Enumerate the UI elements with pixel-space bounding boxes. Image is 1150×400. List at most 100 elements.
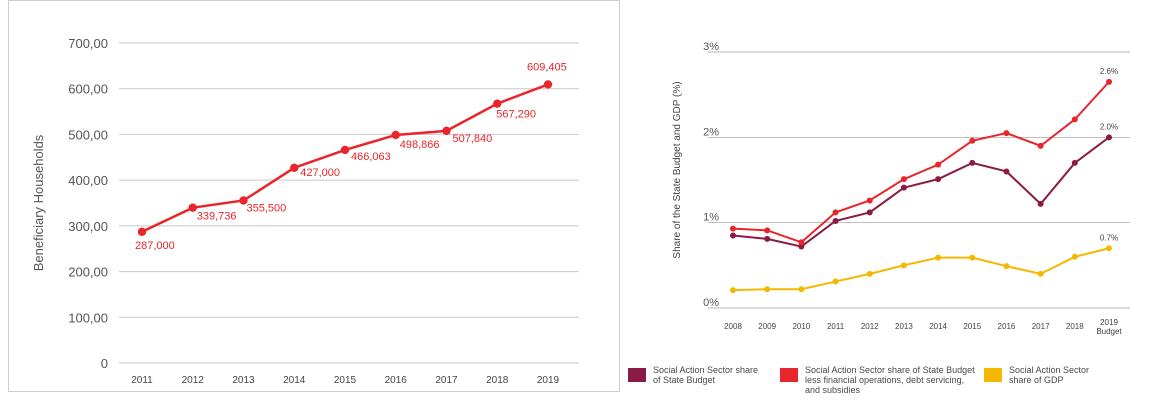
- chart2-xtick-label: 2014: [929, 322, 947, 331]
- chart1-data-label: 339,736: [197, 211, 237, 223]
- chart1-ytick-label: 100,00: [68, 310, 108, 325]
- legend-label-state-budget: Social Action Sector share of State Budg…: [653, 365, 759, 385]
- chart2-data-point: [730, 287, 736, 294]
- chart2-data-point: [798, 286, 805, 293]
- chart2-data-point: [730, 232, 736, 239]
- chart1-ylabel: Beneficiary Households: [31, 134, 46, 271]
- chart1-data-point: [543, 80, 553, 89]
- chart2-data-point: [832, 209, 839, 216]
- chart2-data-point: [1106, 78, 1112, 85]
- chart2-data-point: [900, 176, 907, 183]
- chart2-xtick-label: 2008: [724, 322, 742, 331]
- chart2-data-point: [969, 254, 976, 261]
- chart2-xtick-label: 2009: [758, 322, 776, 331]
- legend-swatch-gdp: [984, 368, 1002, 382]
- chart2-data-point: [1037, 270, 1044, 277]
- chart2-data-point: [935, 176, 942, 183]
- chart1-data-label: 287,000: [135, 240, 175, 252]
- chart2-data-point: [730, 225, 736, 232]
- chart2-data-point: [969, 137, 976, 144]
- chart1-data-label: 427,000: [300, 167, 340, 179]
- chart2-xtick-label: 2013: [895, 322, 913, 331]
- chart1-ytick-label: 0: [101, 356, 108, 371]
- legend-swatch-state-budget: [628, 368, 646, 382]
- chart1-xtick-label: 2015: [334, 375, 357, 386]
- chart2-data-point: [1037, 200, 1044, 207]
- chart1-xtick-label: 2016: [385, 375, 408, 386]
- chart1-xtick-label: 2011: [131, 375, 153, 386]
- legend-item-state-budget-less: Social Action Sector share of State Budg…: [780, 365, 980, 395]
- chart2-series-line: [732, 247, 1110, 292]
- chart1-data-label: 355,500: [247, 202, 287, 214]
- chart2-data-point: [866, 209, 873, 216]
- chart1-xtick-label: 2013: [232, 375, 255, 386]
- chart2-data-point: [1071, 253, 1078, 260]
- chart2-data-point: [866, 197, 873, 204]
- chart2-data-point: [935, 161, 942, 168]
- chart1-ytick-label: 300,00: [68, 219, 108, 234]
- beneficiary-households-chart: 0 100,00 200,00 300,00 400,00 500,00 600,00 700…: [8, 0, 620, 392]
- chart1-xtick-label: 2019: [537, 375, 560, 386]
- chart1-data-label: 466,063: [351, 151, 391, 163]
- budget-share-chart: 0% 1% 2% 3% 2008 2009 2010 2011 2012 2013 2014 2015…: [622, 0, 1150, 400]
- chart2-end-label: 0.7%: [1100, 233, 1118, 242]
- chart2-xtick-label: 2010: [792, 322, 810, 331]
- chart1-ytick-label: 200,00: [68, 265, 108, 280]
- chart2-data-point: [969, 159, 976, 166]
- chart1-ytick-label: 700,00: [68, 36, 108, 51]
- chart1-ytick-label: 400,00: [68, 173, 108, 188]
- chart2-data-point: [1071, 116, 1078, 123]
- chart2-ytick-label: 3%: [703, 41, 719, 53]
- chart2-data-point: [764, 227, 771, 234]
- chart2-data-point: [866, 270, 873, 277]
- chart2-data-point: [900, 262, 907, 269]
- chart2-xtick-label: 2018: [1066, 322, 1084, 331]
- chart2-data-point: [1106, 134, 1112, 141]
- chart2-data-point: [764, 286, 771, 293]
- chart1-data-point: [391, 130, 400, 140]
- chart1-data-point: [442, 126, 451, 136]
- chart2-ytick-label: 0%: [703, 297, 719, 309]
- chart1-data-label: 567,290: [496, 109, 536, 121]
- chart1-xtick-label: 2018: [486, 375, 509, 386]
- chart2-legend: Social Action Sector share of State Budg…: [628, 365, 1148, 399]
- chart1-data-point: [239, 196, 248, 205]
- legend-item-gdp: Social Action Sector share of GDP: [984, 365, 1109, 385]
- chart2-end-label: 2.0%: [1100, 122, 1118, 131]
- chart2-data-point: [832, 278, 839, 285]
- chart2-xtick-label: 2017: [1032, 322, 1050, 331]
- chart1-ytick-label: 500,00: [68, 127, 108, 142]
- chart2-data-point: [1071, 159, 1078, 166]
- chart2-data-point: [1003, 263, 1010, 270]
- chart2-data-point: [935, 254, 942, 261]
- chart2-data-point: [1106, 245, 1112, 252]
- chart2-data-point: [1003, 168, 1010, 175]
- chart2-xtick-label: 2011: [827, 322, 845, 331]
- legend-label-gdp: Social Action Sector share of GDP: [1009, 365, 1090, 385]
- chart1-xtick-label: 2017: [435, 375, 458, 386]
- chart1-data-point: [493, 99, 502, 108]
- chart2-series-line: [732, 136, 1110, 248]
- chart2-svg: 0% 1% 2% 3% 2008 2009 2010 2011 2012 2013 2014 2015…: [672, 41, 1130, 336]
- chart2-data-point: [798, 243, 805, 250]
- chart2-xtick-label: 2019 Budget: [1096, 318, 1122, 336]
- chart2-data-point: [1003, 130, 1010, 137]
- chart2-data-point: [900, 184, 907, 191]
- chart2-data-point: [798, 239, 805, 246]
- chart1-ytick-label: 600,00: [68, 82, 108, 97]
- chart1-data-point: [290, 163, 299, 172]
- chart1-svg: 0 100,00 200,00 300,00 400,00 500,00 600,00 700…: [31, 36, 579, 386]
- chart1-data-point: [340, 145, 350, 155]
- chart2-xtick-label: 2016: [998, 322, 1016, 331]
- chart1-series-line: [141, 83, 549, 233]
- chart2-data-point: [832, 217, 839, 224]
- chart2-ytick-label: 2%: [703, 126, 719, 138]
- chart1-data-label: 609,405: [527, 61, 567, 73]
- chart2-end-label: 2.6%: [1100, 67, 1118, 76]
- chart2-xtick-label: 2015: [963, 322, 981, 331]
- chart1-xtick-label: 2012: [182, 375, 205, 386]
- legend-swatch-state-budget-less: [780, 368, 798, 382]
- chart2-xtick-label: 2012: [861, 322, 879, 331]
- chart2-ylabel: Share of the State Budget and GDP (%): [672, 81, 683, 258]
- chart2-data-point: [764, 235, 771, 242]
